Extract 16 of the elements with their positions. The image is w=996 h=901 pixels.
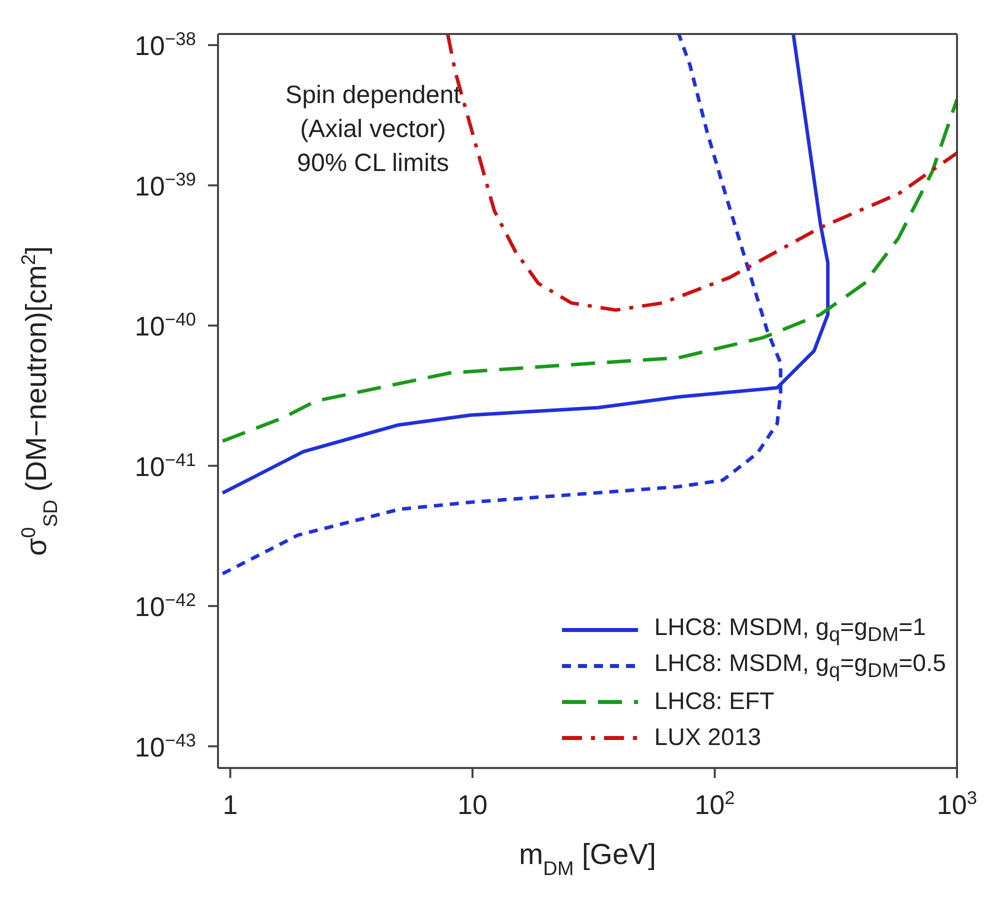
legend-label: LHC8: MSDM, g$_{q}$=g$_{DM}$=0.5 (654, 650, 946, 682)
y-tick-label: 10$^{−42}$ (134, 588, 196, 622)
x-axis-title: m$_{DM}$ [GeV] (518, 839, 656, 880)
x-tick-label: 1 (222, 790, 238, 820)
annotation: Spin dependent (Axial vector) 90% CL limits (284, 80, 462, 179)
legend-label: LHC8: MSDM, g$_{q}$=g$_{DM}$=1 (654, 614, 926, 646)
legend-label: LUX 2013 (654, 724, 762, 752)
y-tick-label: 10$^{−41}$ (134, 448, 196, 482)
y-tick-label: 10$^{−40}$ (134, 308, 196, 342)
x-tick-label: 10$^{2}$ (694, 786, 735, 820)
x-tick-label: 10 (457, 790, 488, 820)
y-tick-label: 10$^{−39}$ (134, 168, 196, 202)
x-tick-label: 10$^{3}$ (936, 786, 978, 820)
y-tick-label: 10$^{−43}$ (134, 728, 196, 762)
y-tick-label: 10$^{−38}$ (134, 28, 196, 62)
legend-label: LHC8: EFT (654, 688, 774, 716)
